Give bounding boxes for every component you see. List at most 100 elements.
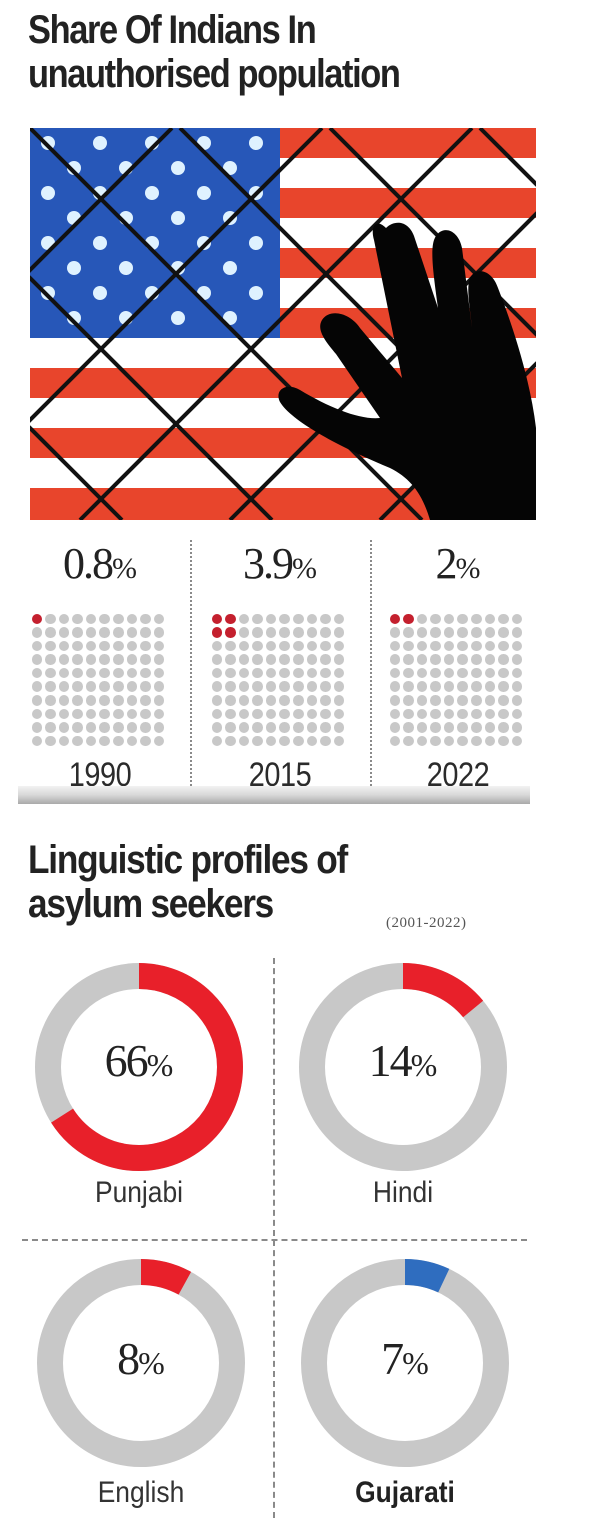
donut-segment <box>37 1259 245 1467</box>
empty-dot <box>443 613 455 624</box>
empty-dot <box>443 695 455 706</box>
empty-dot <box>279 708 290 720</box>
us-flag-chainlink-fence-hand-icon <box>30 128 536 520</box>
empty-dot <box>279 654 290 665</box>
empty-dot <box>45 681 56 692</box>
empty-dot <box>72 735 83 747</box>
empty-dot <box>252 627 263 638</box>
empty-dot <box>126 654 138 665</box>
filled-dot <box>211 627 222 638</box>
empty-dot <box>211 654 222 665</box>
empty-dot <box>511 722 523 733</box>
empty-dot <box>430 654 441 665</box>
empty-dot <box>238 735 250 747</box>
empty-dot <box>72 640 83 652</box>
empty-dot <box>511 654 523 665</box>
empty-dot <box>126 667 138 679</box>
empty-dot <box>320 613 331 624</box>
empty-dot <box>211 667 222 679</box>
empty-dot <box>225 708 236 720</box>
empty-dot <box>238 640 250 652</box>
empty-dot <box>484 695 496 706</box>
empty-dot <box>457 722 468 733</box>
empty-dot <box>58 695 70 706</box>
empty-dot <box>306 627 318 638</box>
empty-dot <box>416 654 428 665</box>
empty-dot <box>58 654 70 665</box>
empty-dot <box>498 695 509 706</box>
section-title-linguistic-profiles: Linguistic profiles of asylum seekers <box>28 838 521 926</box>
empty-dot <box>416 667 428 679</box>
waffle-chart-section: 0.8% 1990 3.9% 2015 2% 2022 <box>0 530 600 820</box>
empty-dot <box>430 627 441 638</box>
filled-dot <box>389 613 400 624</box>
empty-dot <box>45 627 56 638</box>
empty-dot <box>72 627 83 638</box>
empty-dot <box>225 735 236 747</box>
empty-dot <box>31 695 42 706</box>
empty-dot <box>45 735 56 747</box>
empty-dot <box>99 613 110 624</box>
empty-dot <box>153 667 165 679</box>
empty-dot <box>306 681 318 692</box>
empty-dot <box>153 613 165 624</box>
empty-dot <box>72 695 83 706</box>
empty-dot <box>140 695 151 706</box>
waffle-2022: 2% 2022 <box>378 530 558 800</box>
empty-dot <box>306 613 318 624</box>
empty-dot <box>153 708 165 720</box>
value-number: 3.9 <box>243 539 294 588</box>
empty-dot <box>211 681 222 692</box>
empty-dot <box>293 654 304 665</box>
empty-dot <box>113 627 124 638</box>
donut-ring <box>301 1259 509 1467</box>
filled-dot <box>403 613 414 624</box>
empty-dot <box>113 681 124 692</box>
empty-dot <box>333 735 345 747</box>
empty-dot <box>443 627 455 638</box>
empty-dot <box>471 695 482 706</box>
empty-dot <box>252 654 263 665</box>
empty-dot <box>252 667 263 679</box>
empty-dot <box>443 722 455 733</box>
empty-dot <box>85 627 97 638</box>
waffle-value: 2% <box>378 538 538 589</box>
empty-dot <box>265 613 277 624</box>
donut-label: Hindi <box>372 1176 434 1209</box>
empty-dot <box>113 667 124 679</box>
empty-dot <box>430 722 441 733</box>
empty-dot <box>72 681 83 692</box>
empty-dot <box>471 627 482 638</box>
empty-dot <box>416 681 428 692</box>
empty-dot <box>389 722 400 733</box>
empty-dot <box>416 640 428 652</box>
empty-dot <box>293 681 304 692</box>
donut-hindi: 14% Hindi <box>298 962 538 1232</box>
empty-dot <box>320 654 331 665</box>
empty-dot <box>484 681 496 692</box>
section-title-unauthorised-population: Share Of Indians In unauthorised populat… <box>28 8 510 96</box>
empty-dot <box>471 722 482 733</box>
empty-dot <box>293 695 304 706</box>
empty-dot <box>126 681 138 692</box>
empty-dot <box>126 708 138 720</box>
empty-dot <box>306 722 318 733</box>
grid-vertical-divider <box>273 958 275 1518</box>
empty-dot <box>211 722 222 733</box>
empty-dot <box>293 708 304 720</box>
percent-symbol: % <box>138 1345 165 1381</box>
empty-dot <box>225 654 236 665</box>
empty-dot <box>443 708 455 720</box>
empty-dot <box>252 708 263 720</box>
donut-label: English <box>97 1476 185 1509</box>
empty-dot <box>45 654 56 665</box>
empty-dot <box>265 627 277 638</box>
filled-dot <box>211 613 222 624</box>
empty-dot <box>140 613 151 624</box>
empty-dot <box>225 681 236 692</box>
empty-dot <box>31 735 42 747</box>
empty-dot <box>511 695 523 706</box>
empty-dot <box>320 627 331 638</box>
empty-dot <box>320 667 331 679</box>
empty-dot <box>333 613 345 624</box>
